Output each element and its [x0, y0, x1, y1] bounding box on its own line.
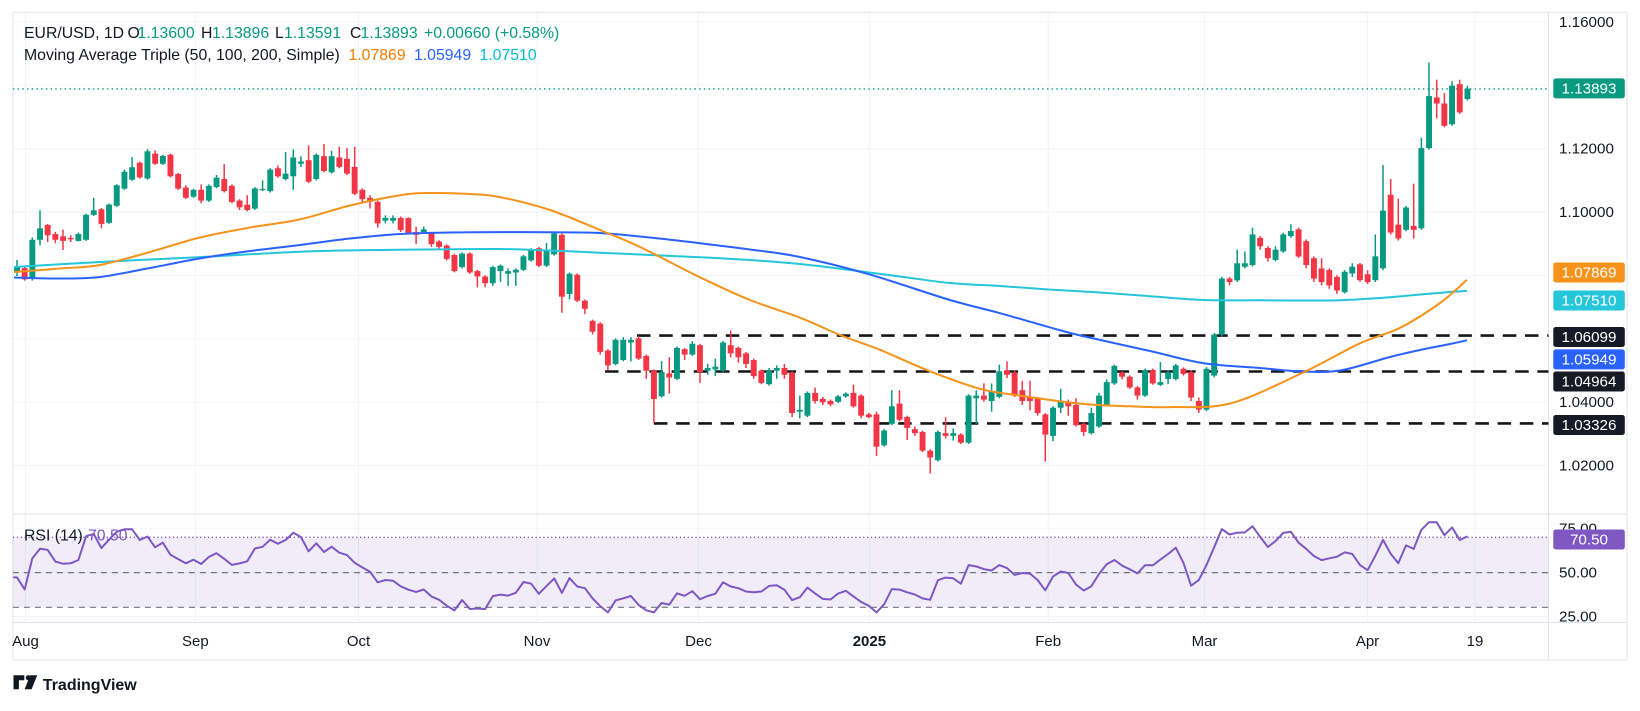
svg-text:Apr: Apr: [1356, 633, 1379, 650]
svg-text:C: C: [350, 25, 361, 42]
svg-text:Moving Average Triple (50, 100: Moving Average Triple (50, 100, 200, Sim…: [24, 47, 340, 64]
svg-text:1.12000: 1.12000: [1559, 141, 1614, 158]
svg-text:L: L: [275, 25, 284, 42]
svg-text:+0.00660 (+0.58%): +0.00660 (+0.58%): [424, 25, 559, 42]
svg-text:Oct: Oct: [347, 633, 371, 650]
svg-text:1.13893: 1.13893: [1562, 80, 1617, 97]
svg-text:Aug: Aug: [12, 633, 39, 650]
svg-text:50.00: 50.00: [1559, 565, 1597, 582]
svg-text:1.05949: 1.05949: [414, 47, 471, 64]
svg-text:1.06099: 1.06099: [1562, 329, 1617, 346]
svg-text:1.10000: 1.10000: [1559, 204, 1614, 221]
svg-text:1.07510: 1.07510: [1562, 293, 1617, 310]
svg-text:TradingView: TradingView: [43, 677, 138, 694]
svg-text:1.07869: 1.07869: [349, 47, 406, 64]
svg-text:1.13893: 1.13893: [361, 25, 418, 42]
svg-text:25.00: 25.00: [1559, 609, 1597, 626]
svg-text:1.03326: 1.03326: [1562, 417, 1617, 434]
svg-text:Sep: Sep: [182, 633, 209, 650]
svg-text:1.13591: 1.13591: [284, 25, 341, 42]
svg-text:EUR/USD, 1D: EUR/USD, 1D: [24, 25, 124, 42]
svg-text:Feb: Feb: [1035, 633, 1061, 650]
svg-text:1.04000: 1.04000: [1559, 394, 1614, 411]
svg-text:1.07869: 1.07869: [1562, 265, 1617, 282]
svg-text:H: H: [201, 25, 212, 42]
svg-text:1.02000: 1.02000: [1559, 457, 1614, 474]
svg-text:Mar: Mar: [1192, 633, 1218, 650]
svg-text:70.50: 70.50: [88, 528, 128, 545]
svg-text:1.05949: 1.05949: [1562, 351, 1617, 368]
svg-text:RSI (14): RSI (14): [24, 528, 83, 545]
svg-text:1.13600: 1.13600: [138, 25, 195, 42]
svg-text:1.04964: 1.04964: [1562, 374, 1617, 391]
svg-text:70.50: 70.50: [1570, 532, 1608, 549]
svg-text:Dec: Dec: [685, 633, 712, 650]
svg-text:O: O: [128, 25, 140, 42]
svg-text:1.13896: 1.13896: [212, 25, 269, 42]
svg-text:1.16000: 1.16000: [1559, 14, 1614, 31]
svg-text:1.07510: 1.07510: [480, 47, 537, 64]
svg-text:19: 19: [1467, 633, 1484, 650]
svg-text:Nov: Nov: [524, 633, 551, 650]
svg-text:2025: 2025: [853, 633, 886, 650]
